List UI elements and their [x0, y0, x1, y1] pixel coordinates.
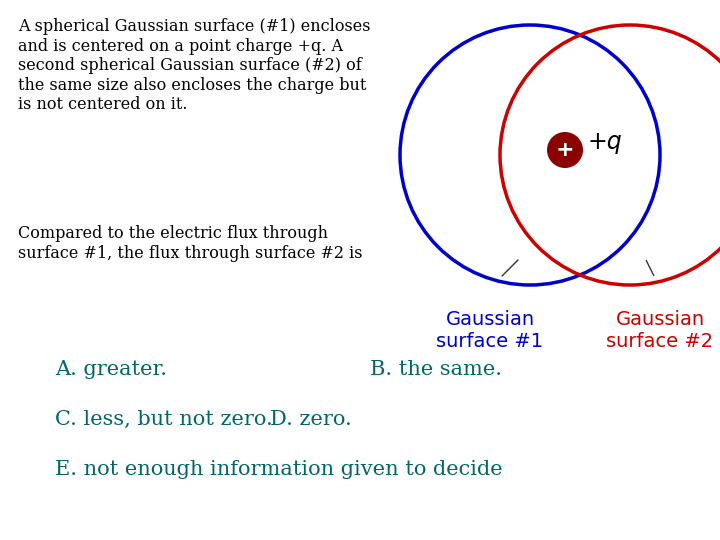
Text: C. less, but not zero.: C. less, but not zero.: [55, 410, 273, 429]
Text: +: +: [556, 140, 575, 160]
Text: E. not enough information given to decide: E. not enough information given to decid…: [55, 460, 503, 479]
Text: Gaussian
surface #2: Gaussian surface #2: [606, 310, 714, 351]
Circle shape: [547, 132, 583, 168]
Text: D. zero.: D. zero.: [270, 410, 352, 429]
Text: A. greater.: A. greater.: [55, 360, 167, 379]
Text: Gaussian
surface #1: Gaussian surface #1: [436, 310, 544, 351]
Text: Compared to the electric flux through
surface #1, the flux through surface #2 is: Compared to the electric flux through su…: [18, 225, 362, 261]
Text: A spherical Gaussian surface (#1) encloses
and is centered on a point charge +q.: A spherical Gaussian surface (#1) enclos…: [18, 18, 371, 113]
Text: +q: +q: [587, 130, 622, 154]
Text: B. the same.: B. the same.: [370, 360, 502, 379]
